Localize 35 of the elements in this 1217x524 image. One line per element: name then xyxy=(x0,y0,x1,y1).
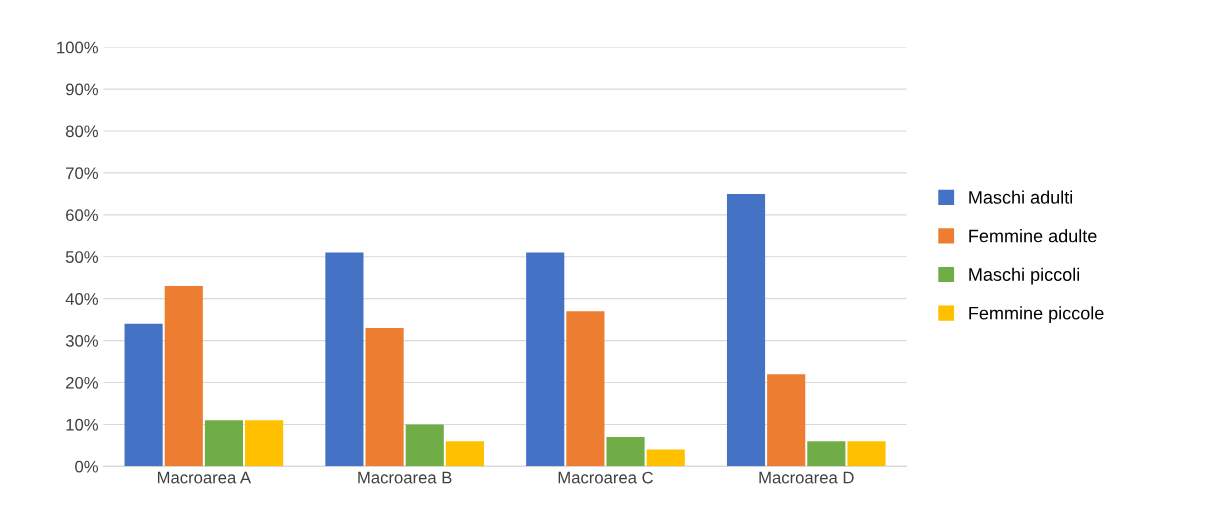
x-tick-label: Macroarea C xyxy=(558,471,653,484)
y-tick-label: 90% xyxy=(66,83,98,96)
bar xyxy=(847,441,886,467)
bar xyxy=(526,252,565,467)
bar xyxy=(726,193,766,467)
bar xyxy=(325,252,364,467)
bar xyxy=(807,441,846,467)
x-tick-label: Macroarea A xyxy=(157,471,252,484)
x-tick-label: Macroarea B xyxy=(358,471,452,484)
x-tick-label: Macroarea D xyxy=(759,471,854,484)
bar xyxy=(606,437,645,467)
y-tick-label: 30% xyxy=(65,335,98,347)
bar xyxy=(445,441,484,467)
bar xyxy=(204,420,243,467)
bar xyxy=(245,420,284,467)
bar xyxy=(365,328,404,467)
bar xyxy=(566,311,605,467)
y-tick-label: 50% xyxy=(65,251,98,263)
y-tick-label: 70% xyxy=(66,167,98,180)
bar xyxy=(164,286,203,467)
y-tick-label: 10% xyxy=(66,418,98,431)
y-tick-label: 60% xyxy=(66,209,98,222)
bar xyxy=(646,449,685,467)
legend-label: Maschi piccoli xyxy=(969,267,1080,285)
bar xyxy=(124,323,163,467)
y-tick-label: 20% xyxy=(66,376,98,389)
y-tick-label: 100% xyxy=(57,41,98,54)
y-tick-label: 80% xyxy=(65,125,98,138)
y-tick-label: 40% xyxy=(65,293,98,305)
legend-label: Maschi adulti xyxy=(969,190,1073,204)
legend-label: Femmine piccole xyxy=(969,306,1104,324)
bar xyxy=(767,374,806,467)
legend-label: Femmine adulte xyxy=(969,229,1097,243)
y-tick-label: 0% xyxy=(75,460,98,473)
bar xyxy=(405,424,444,467)
